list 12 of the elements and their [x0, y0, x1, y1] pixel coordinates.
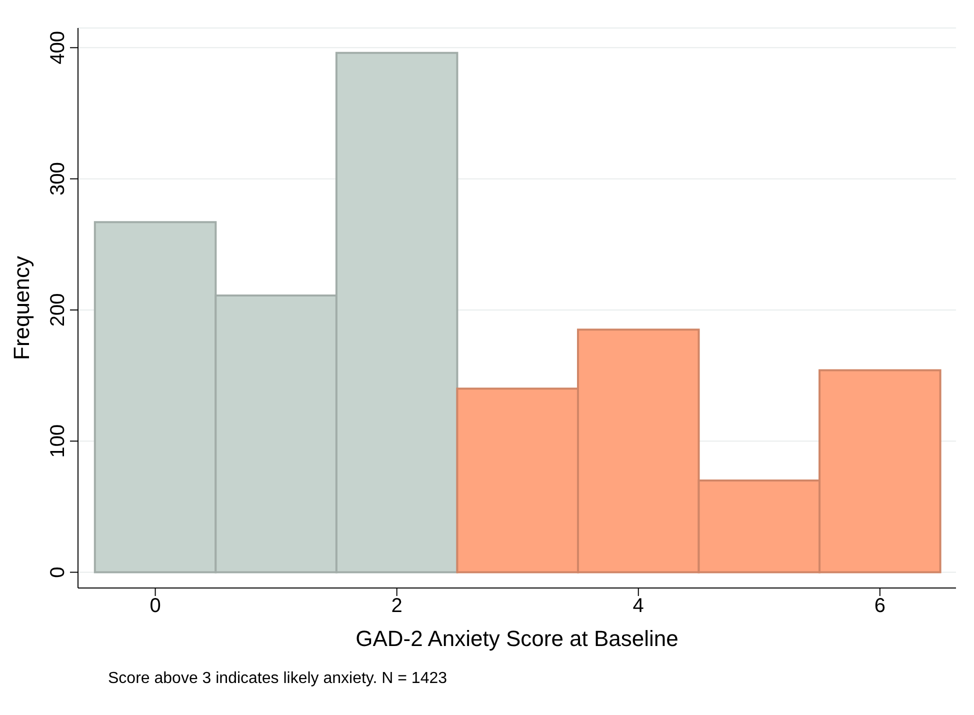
- y-tick-label: 200: [47, 293, 69, 327]
- x-tick-label: 4: [632, 595, 644, 618]
- y-tick-label: 300: [47, 162, 69, 196]
- x-tick-label: 0: [150, 595, 161, 618]
- y-tick-label: 100: [47, 424, 69, 458]
- y-tick-label: 400: [47, 30, 69, 64]
- y-tick-label: 0: [47, 566, 69, 578]
- x-tick-label: 2: [391, 595, 402, 618]
- y-axis-title: Frequency: [8, 256, 34, 360]
- text: Score above 3 indicates likely anxiety. N = 1423: [108, 670, 448, 688]
- x-axis-title: GAD-2 Anxiety Score at Baseline: [356, 626, 678, 651]
- x-tick-label: 6: [874, 595, 886, 618]
